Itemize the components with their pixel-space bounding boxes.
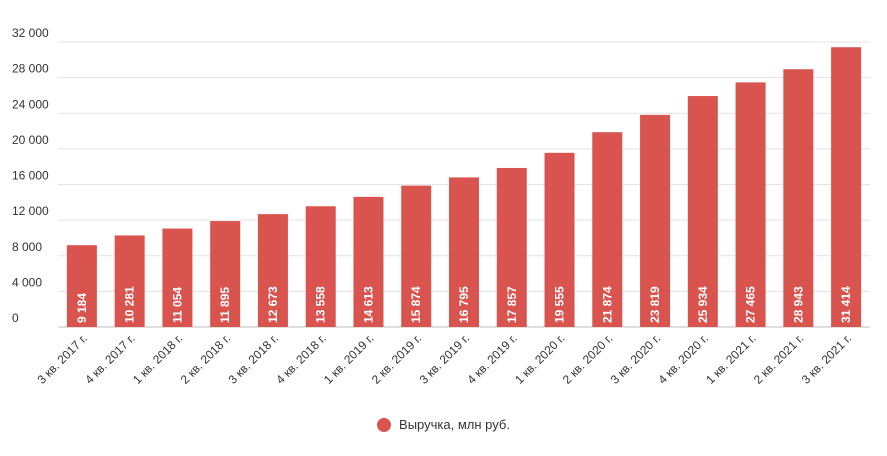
y-tick-label: 20 000: [12, 133, 49, 147]
x-tick-label: 1 кв. 2021 г.: [703, 331, 759, 387]
x-tick-label: 2 кв. 2018 г.: [178, 331, 234, 387]
bar: [544, 152, 575, 327]
x-tick-label: 4 кв. 2017 г.: [82, 331, 138, 387]
bar: [353, 196, 384, 327]
bar-value-label: 21 874: [600, 286, 614, 323]
y-tick-label: 16 000: [12, 169, 49, 183]
y-tick-label: 0: [12, 311, 19, 325]
bar-value-label: 12 673: [266, 286, 280, 323]
bar-value-label: 19 555: [553, 286, 567, 323]
x-tick-label: 1 кв. 2018 г.: [130, 331, 186, 387]
bar-value-label: 9 184: [75, 293, 89, 323]
legend: Выручка, млн руб.: [0, 417, 887, 432]
bar-value-label: 10 281: [123, 286, 137, 323]
bar: [687, 96, 718, 327]
bar-value-label: 11 054: [170, 287, 184, 323]
bar: [162, 228, 193, 327]
x-axis-labels: 3 кв. 2017 г.4 кв. 2017 г.1 кв. 2018 г.2…: [34, 331, 854, 387]
bar-value-label: 16 795: [457, 286, 471, 323]
bar-value-label: 13 558: [314, 286, 328, 323]
x-tick-label: 2 кв. 2021 г.: [751, 331, 807, 387]
x-tick-label: 4 кв. 2020 г.: [655, 331, 711, 387]
y-tick-label: 24 000: [12, 97, 49, 111]
x-tick-label: 3 кв. 2018 г.: [225, 331, 281, 387]
x-tick-label: 1 кв. 2020 г.: [512, 331, 568, 387]
bar: [783, 69, 814, 327]
x-tick-label: 3 кв. 2017 г.: [34, 331, 90, 387]
y-tick-label: 28 000: [12, 62, 49, 76]
bars-layer: 9 184 10 281 11 054 11 895 12 673 13 558 14 61…: [66, 47, 862, 328]
y-tick-label: 8 000: [12, 240, 42, 254]
x-tick-label: 1 кв. 2019 г.: [321, 331, 377, 387]
x-tick-label: 3 кв. 2019 г.: [417, 331, 473, 387]
bar-value-label: 27 465: [744, 286, 758, 323]
bar-value-label: 15 874: [409, 286, 423, 323]
bar: [305, 206, 336, 327]
bar: [640, 114, 671, 327]
x-tick-label: 4 кв. 2019 г.: [464, 331, 520, 387]
x-tick-label: 2 кв. 2019 г.: [369, 331, 425, 387]
y-tick-label: 4 000: [12, 275, 42, 289]
bar: [66, 245, 97, 327]
y-tick-label: 32 000: [12, 26, 49, 40]
bar-value-label: 14 613: [361, 286, 375, 323]
bar: [257, 214, 288, 327]
legend-label: Выручка, млн руб.: [399, 417, 510, 432]
x-tick-label: 4 кв. 2018 г.: [273, 331, 329, 387]
y-tick-label: 12 000: [12, 204, 49, 218]
x-tick-label: 3 кв. 2020 г.: [608, 331, 664, 387]
bar-value-label: 25 934: [696, 286, 710, 323]
bar: [496, 167, 527, 327]
bar: [449, 177, 479, 327]
bar-value-label: 28 943: [791, 286, 805, 323]
bar: [831, 47, 862, 328]
bar: [735, 82, 766, 327]
bar-value-label: 17 857: [505, 286, 519, 323]
bar-value-label: 31 414: [839, 286, 853, 323]
bar-value-label: 23 819: [648, 286, 662, 323]
legend-swatch: [377, 417, 392, 432]
x-tick-label: 2 кв. 2020 г.: [560, 331, 616, 387]
bar: [210, 221, 241, 327]
bar: [401, 185, 432, 327]
bar-value-label: 11 895: [218, 287, 232, 323]
x-tick-label: 3 кв. 2021 г.: [799, 331, 855, 387]
bar: [114, 235, 145, 327]
bar: [592, 132, 623, 327]
